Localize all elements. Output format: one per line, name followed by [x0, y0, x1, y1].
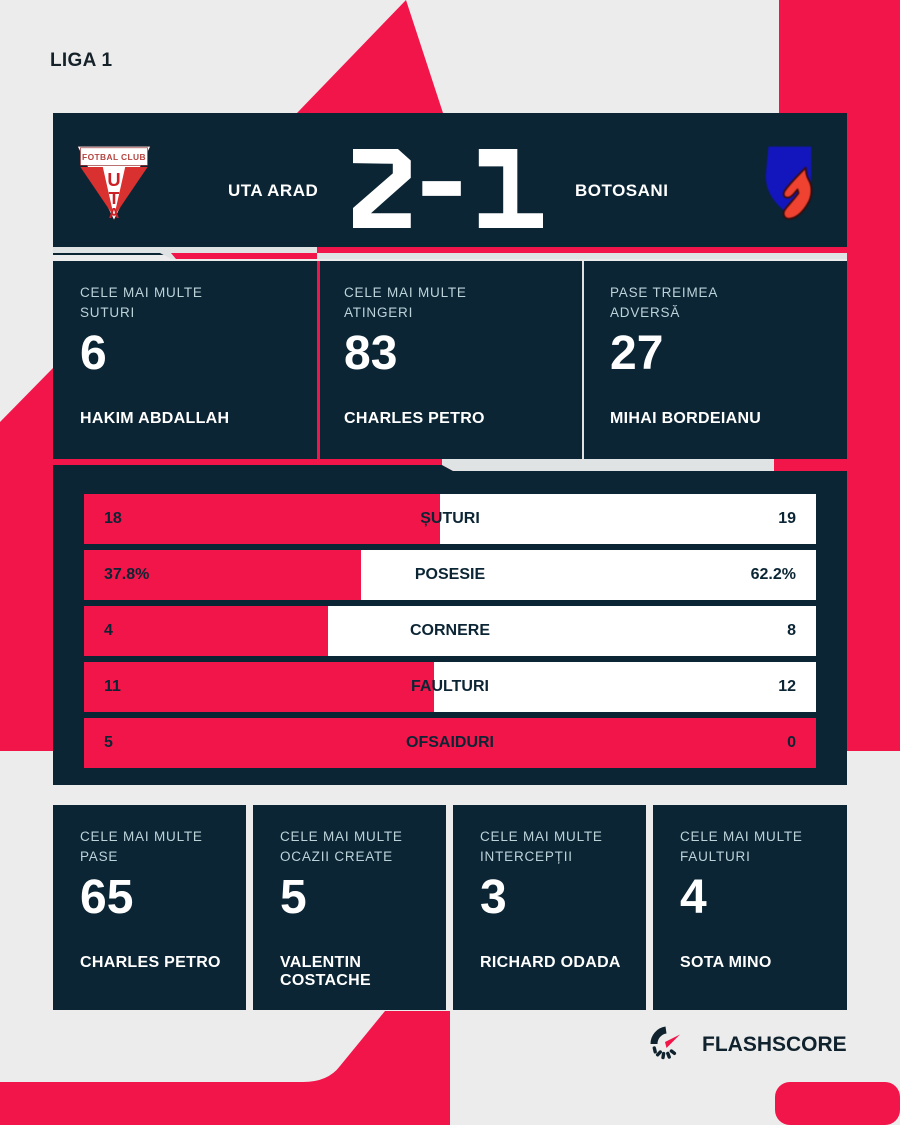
svg-text:A: A: [109, 206, 120, 222]
svg-text:T: T: [109, 188, 120, 208]
svg-text:FOTBAL CLUB: FOTBAL CLUB: [82, 152, 146, 162]
